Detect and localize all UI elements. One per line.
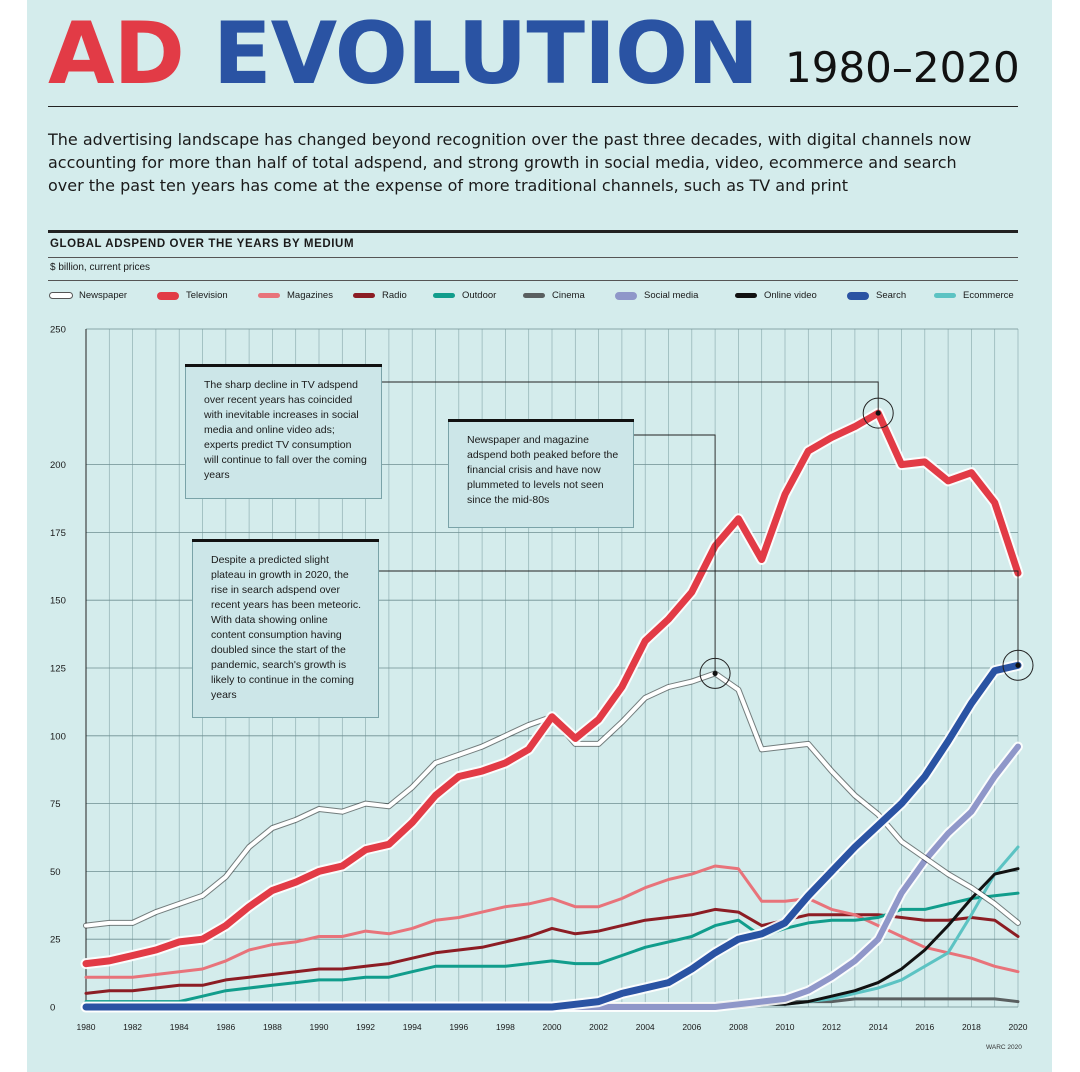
series-line-television [82, 409, 1022, 968]
legend-label-radio: Radio [382, 290, 407, 301]
annotation-search: Despite a predicted slight plateau in gr… [192, 539, 379, 718]
legend-swatch-search [847, 291, 869, 300]
y-tick-label: 125 [50, 664, 66, 675]
x-tick-label: 2016 [915, 1022, 934, 1032]
y-tick-label: 200 [50, 460, 66, 471]
y-tick-label: 75 [50, 799, 61, 810]
x-tick-label: 1984 [170, 1022, 189, 1032]
legend-swatch-newspaper [50, 293, 72, 298]
x-tick-label: 2020 [1009, 1022, 1028, 1032]
legend-label-search: Search [876, 290, 907, 301]
highlight-dot-search [1015, 662, 1021, 668]
x-tick-label: 2008 [729, 1022, 748, 1032]
legend-item-radio: Radio [353, 290, 407, 301]
x-tick-label: 1992 [356, 1022, 375, 1032]
x-tick-label: 2010 [776, 1022, 795, 1032]
legend-swatch-magazines [258, 293, 280, 298]
y-tick-label: 25 [50, 935, 61, 946]
x-tick-label: 2006 [682, 1022, 701, 1032]
legend-swatch-radio [353, 293, 375, 298]
chart-title-divider [48, 257, 1018, 258]
legend-label-outdoor: Outdoor [462, 290, 497, 301]
title-part-evolution: EVOLUTION [212, 4, 759, 104]
legend-label-television: Television [186, 290, 228, 301]
legend-divider [48, 280, 1018, 281]
series-line-search [82, 661, 1022, 1011]
legend-item-online-video: Online video [735, 290, 817, 301]
legend-item-search: Search [847, 290, 906, 301]
x-tick-label: 2000 [543, 1022, 562, 1032]
legend-item-cinema: Cinema [523, 290, 585, 301]
legend-label-newspaper: Newspaper [79, 290, 128, 301]
legend-item-newspaper: Newspaper [50, 290, 127, 301]
x-tick-label: 1986 [216, 1022, 235, 1032]
x-tick-label: 1980 [77, 1022, 96, 1032]
highlight-dot-tv [875, 410, 881, 416]
legend-item-magazines: Magazines [258, 290, 333, 301]
leader-line-search [379, 570, 1019, 666]
legend-item-outdoor: Outdoor [433, 290, 496, 301]
legend-label-ecommerce: Ecommerce [963, 290, 1014, 301]
highlight-dot-print [712, 670, 718, 677]
x-tick-label: 2002 [589, 1022, 608, 1032]
y-tick-label: 250 [50, 325, 66, 336]
x-tick-label: 2014 [869, 1022, 888, 1032]
y-tick-label: 100 [50, 731, 66, 742]
legend-swatch-television [157, 291, 179, 300]
y-tick-label: 0 [50, 1003, 55, 1014]
legend-label-cinema: Cinema [552, 290, 585, 301]
leader-line-print [634, 434, 716, 674]
y-tick-label: 175 [50, 528, 66, 539]
title-part-ad: AD [48, 4, 185, 104]
legend-label-online-video: Online video [764, 290, 817, 301]
x-tick-label: 1998 [496, 1022, 515, 1032]
legend-swatch-outdoor [433, 293, 455, 298]
header-divider [48, 106, 1018, 107]
legend-item-television: Television [157, 290, 228, 301]
infographic-panel [27, 0, 1052, 1072]
legend-item-social-media: Social media [615, 290, 698, 301]
highlight-ring-tv [862, 397, 894, 429]
x-tick-label: 1982 [123, 1022, 142, 1032]
highlight-ring-search [1002, 649, 1034, 681]
x-tick-label: 2012 [822, 1022, 841, 1032]
legend-item-ecommerce: Ecommerce [934, 290, 1014, 301]
intro-paragraph: The advertising landscape has changed be… [48, 130, 972, 195]
series-line-radio [84, 907, 1020, 995]
legend-swatch-ecommerce [934, 293, 956, 298]
legend-swatch-social-media [615, 291, 637, 300]
x-tick-label: 2004 [636, 1022, 655, 1032]
y-tick-label: 150 [50, 596, 66, 607]
y-tick-label: 50 [50, 867, 61, 878]
leader-line-tv [382, 381, 879, 414]
x-tick-label: 1988 [263, 1022, 282, 1032]
x-tick-label: 1996 [449, 1022, 468, 1032]
legend-label-magazines: Magazines [287, 290, 333, 301]
chart-legend: Newspaper Television Magazines Radio Outdoor… [50, 290, 1020, 304]
chart-units: $ billion, current prices [50, 262, 151, 273]
legend-swatch-online-video [735, 293, 757, 298]
source-credit: WARC 2020 [986, 1044, 1022, 1051]
x-tick-label: 1994 [403, 1022, 422, 1032]
legend-swatch-cinema [523, 293, 545, 298]
year-range: 1980–2020 [785, 43, 1020, 92]
page-title: AD EVOLUTION [48, 0, 759, 108]
chart-title: GLOBAL ADSPEND OVER THE YEARS BY MEDIUM [50, 238, 355, 250]
annotation-print: Newspaper and magazine adspend both peak… [448, 419, 634, 528]
chart-top-rule [48, 230, 1018, 233]
x-tick-label: 2018 [962, 1022, 981, 1032]
legend-label-social-media: Social media [644, 290, 699, 301]
highlight-ring-print [699, 657, 731, 689]
annotation-tv: The sharp decline in TV adspend over rec… [185, 364, 382, 499]
series-line-outdoor [84, 891, 1020, 1004]
x-tick-label: 1990 [310, 1022, 329, 1032]
